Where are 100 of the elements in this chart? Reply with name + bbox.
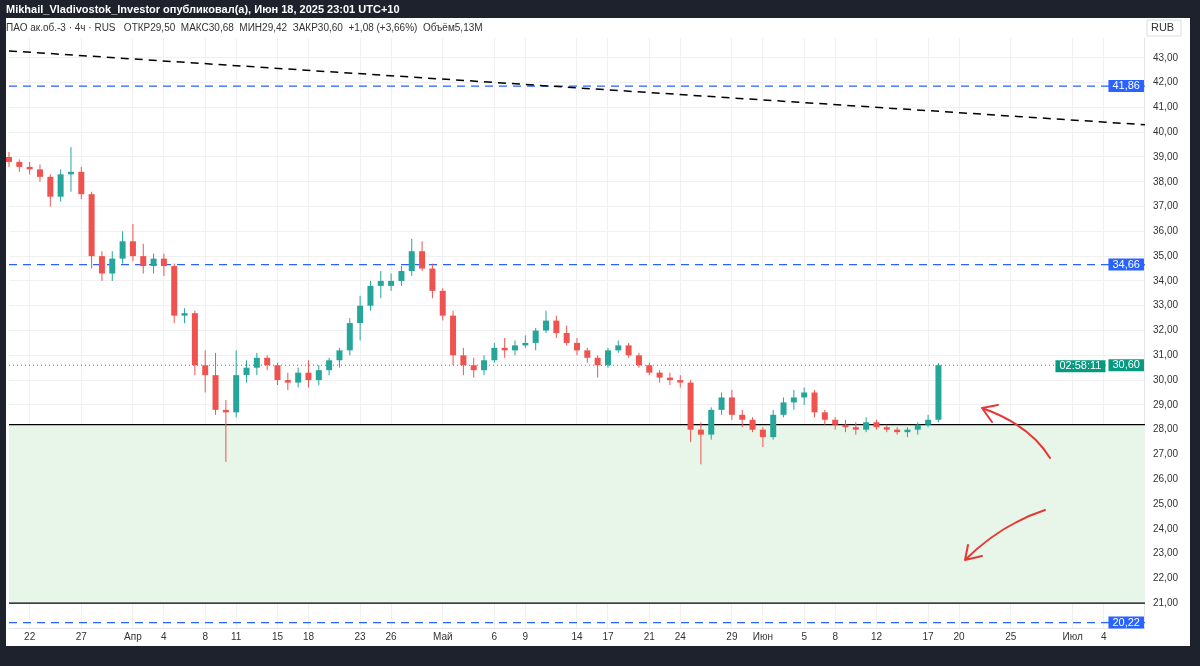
x-tick-label: 26: [385, 630, 398, 642]
x-tick-label: 29: [726, 630, 738, 642]
x-tick-label: 8: [202, 630, 209, 642]
x-tick-label: Апр: [124, 630, 143, 642]
y-tick-label: 25,00: [1152, 497, 1179, 509]
candlestick: [202, 349, 209, 393]
candlestick: [553, 315, 560, 339]
candlestick: [6, 151, 12, 168]
y-tick-label: 29,00: [1152, 398, 1179, 410]
x-tick-label: Июл: [1062, 630, 1083, 642]
candlestick: [243, 359, 250, 384]
candlestick: [388, 273, 395, 292]
candlestick: [78, 166, 85, 200]
candlestick: [925, 414, 932, 428]
x-tick-label: 20: [953, 630, 966, 642]
candlestick: [119, 230, 126, 265]
y-axis-title: RUB: [1150, 21, 1175, 34]
candlestick: [790, 389, 797, 411]
candlestick: [109, 250, 116, 282]
x-tick-label: 24: [674, 630, 687, 642]
candlestick: [491, 342, 498, 364]
candlestick: [305, 359, 312, 389]
candlestick: [697, 421, 704, 465]
candlestick: [770, 409, 777, 441]
y-tick-label: 28,00: [1152, 423, 1179, 435]
candlestick: [563, 325, 570, 346]
ref-line-label: 34,66: [1112, 257, 1140, 270]
x-tick-label: 4: [1100, 630, 1107, 642]
y-tick-label: 37,00: [1152, 200, 1179, 212]
candlestick: [253, 352, 260, 376]
candlestick: [728, 389, 735, 421]
candlestick: [274, 362, 281, 386]
candlestick: [36, 163, 43, 183]
candlestick: [408, 238, 415, 277]
y-tick-label: 32,00: [1152, 324, 1179, 336]
y-tick-label: 43,00: [1152, 51, 1179, 63]
candlestick: [160, 253, 167, 277]
candlestick: [98, 250, 105, 282]
candlestick: [336, 347, 343, 369]
candlestick: [419, 240, 426, 272]
y-tick-label: 41,00: [1152, 101, 1179, 113]
x-tick-label: 23: [354, 630, 367, 642]
y-tick-label: 35,00: [1152, 249, 1179, 261]
x-tick-label: 4: [161, 630, 168, 642]
candlestick: [140, 243, 147, 274]
x-tick-label: 11: [231, 630, 242, 642]
y-tick-label: 24,00: [1152, 522, 1179, 534]
ref-line-label: 41,86: [1112, 79, 1140, 92]
x-tick-label: 22: [24, 630, 36, 642]
x-tick-label: 21: [643, 630, 656, 642]
y-tick-label: 21,00: [1152, 596, 1179, 608]
candlestick: [367, 280, 374, 312]
y-tick-label: 36,00: [1152, 225, 1179, 237]
candlestick: [604, 347, 611, 369]
candlestick: [429, 263, 436, 299]
candlestick: [780, 396, 787, 418]
x-tick-label: 17: [602, 630, 614, 642]
candlestick: [811, 389, 818, 418]
x-tick-label: 18: [302, 630, 315, 642]
candlestick: [57, 168, 64, 203]
y-tick-label: 26,00: [1152, 473, 1179, 485]
candlestick: [481, 354, 488, 376]
y-tick-label: 22,00: [1152, 572, 1179, 584]
candlestick: [398, 265, 405, 287]
candlestick: [47, 173, 54, 208]
candlestick: [718, 392, 725, 416]
x-tick-label: 5: [801, 630, 808, 642]
y-tick-label: 30,00: [1152, 373, 1179, 385]
ref-line-label: 20,22: [1112, 615, 1140, 628]
x-tick-label: 14: [571, 630, 583, 642]
x-tick-label: Май: [432, 630, 453, 642]
y-tick-label: 23,00: [1152, 547, 1179, 559]
y-tick-label: 39,00: [1152, 150, 1179, 162]
candlestick: [377, 270, 384, 299]
x-tick-label: 25: [1005, 630, 1017, 642]
candlestick: [150, 253, 157, 274]
candlestick: [759, 426, 766, 448]
annotation: 02:58:11: [1059, 359, 1102, 372]
candlestick: [470, 357, 477, 379]
y-tick-label: 38,00: [1152, 175, 1179, 187]
x-tick-label: 15: [271, 630, 284, 642]
candlestick: [295, 367, 302, 389]
candlestick: [129, 223, 136, 262]
y-tick-label: 27,00: [1152, 448, 1179, 460]
ref-line-label: 30,60: [1112, 358, 1140, 371]
candlestick: [594, 354, 601, 379]
y-tick-label: 42,00: [1152, 76, 1179, 88]
x-tick-label: Июн: [752, 630, 773, 642]
x-tick-label: 9: [522, 630, 529, 642]
x-tick-label: 12: [870, 630, 883, 642]
x-tick-label: 27: [75, 630, 88, 642]
x-tick-label: 17: [922, 630, 935, 642]
candlestick: [863, 416, 870, 433]
y-tick-label: 40,00: [1152, 125, 1179, 137]
candlestick: [573, 337, 580, 356]
candlestick: [532, 327, 539, 351]
y-tick-label: 33,00: [1152, 299, 1179, 311]
y-tick-label: 31,00: [1152, 349, 1179, 361]
candlestick: [460, 347, 467, 376]
x-tick-label: 6: [491, 630, 498, 642]
